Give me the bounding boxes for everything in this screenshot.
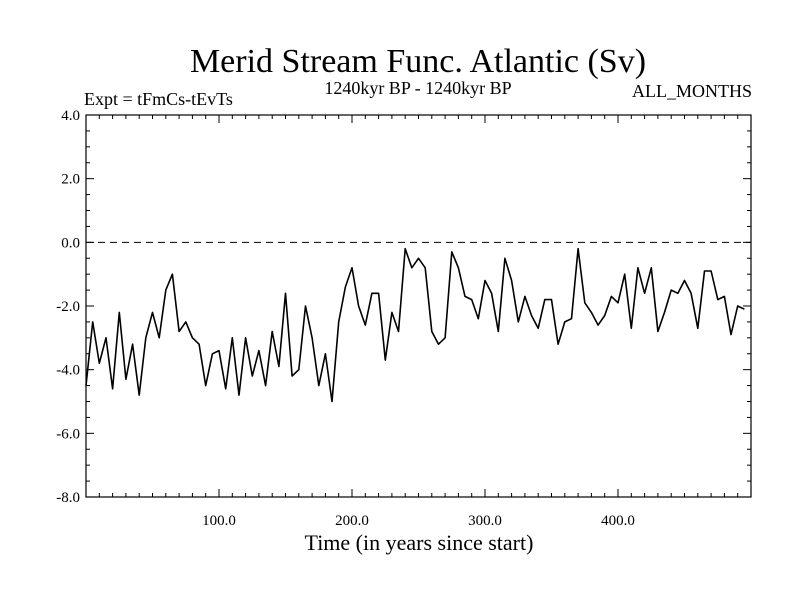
period-subtitle: 1240kyr BP - 1240kyr BP bbox=[324, 78, 511, 98]
y-tick-label: 4.0 bbox=[61, 108, 80, 124]
x-tick-label: 100.0 bbox=[202, 513, 236, 529]
x-axis-label: Time (in years since start) bbox=[305, 530, 534, 555]
data-series-line bbox=[85, 247, 745, 403]
months-annotation: ALL_MONTHS bbox=[632, 81, 752, 101]
y-tick-label: -8.0 bbox=[56, 490, 80, 506]
y-tick-label: -2.0 bbox=[56, 299, 80, 315]
plot-area: -8.0 -6.0 -4.0 -2.0 0.0 2.0 4.0 100.0 200.0 300.0… bbox=[56, 108, 751, 529]
x-tick-label: 400.0 bbox=[601, 513, 635, 529]
chart-title: Merid Stream Func. Atlantic (Sv) bbox=[190, 43, 646, 80]
y-tick-label: -6.0 bbox=[56, 426, 80, 442]
x-tick-label: 200.0 bbox=[335, 513, 369, 529]
plot-frame bbox=[85, 114, 752, 498]
x-tick-label: 300.0 bbox=[468, 513, 502, 529]
expt-annotation: Expt = tFmCs-tEvTs bbox=[84, 89, 233, 109]
y-tick-label: 0.0 bbox=[61, 235, 80, 251]
y-tick-label: 2.0 bbox=[61, 172, 80, 188]
y-tick-label: -4.0 bbox=[56, 363, 80, 379]
